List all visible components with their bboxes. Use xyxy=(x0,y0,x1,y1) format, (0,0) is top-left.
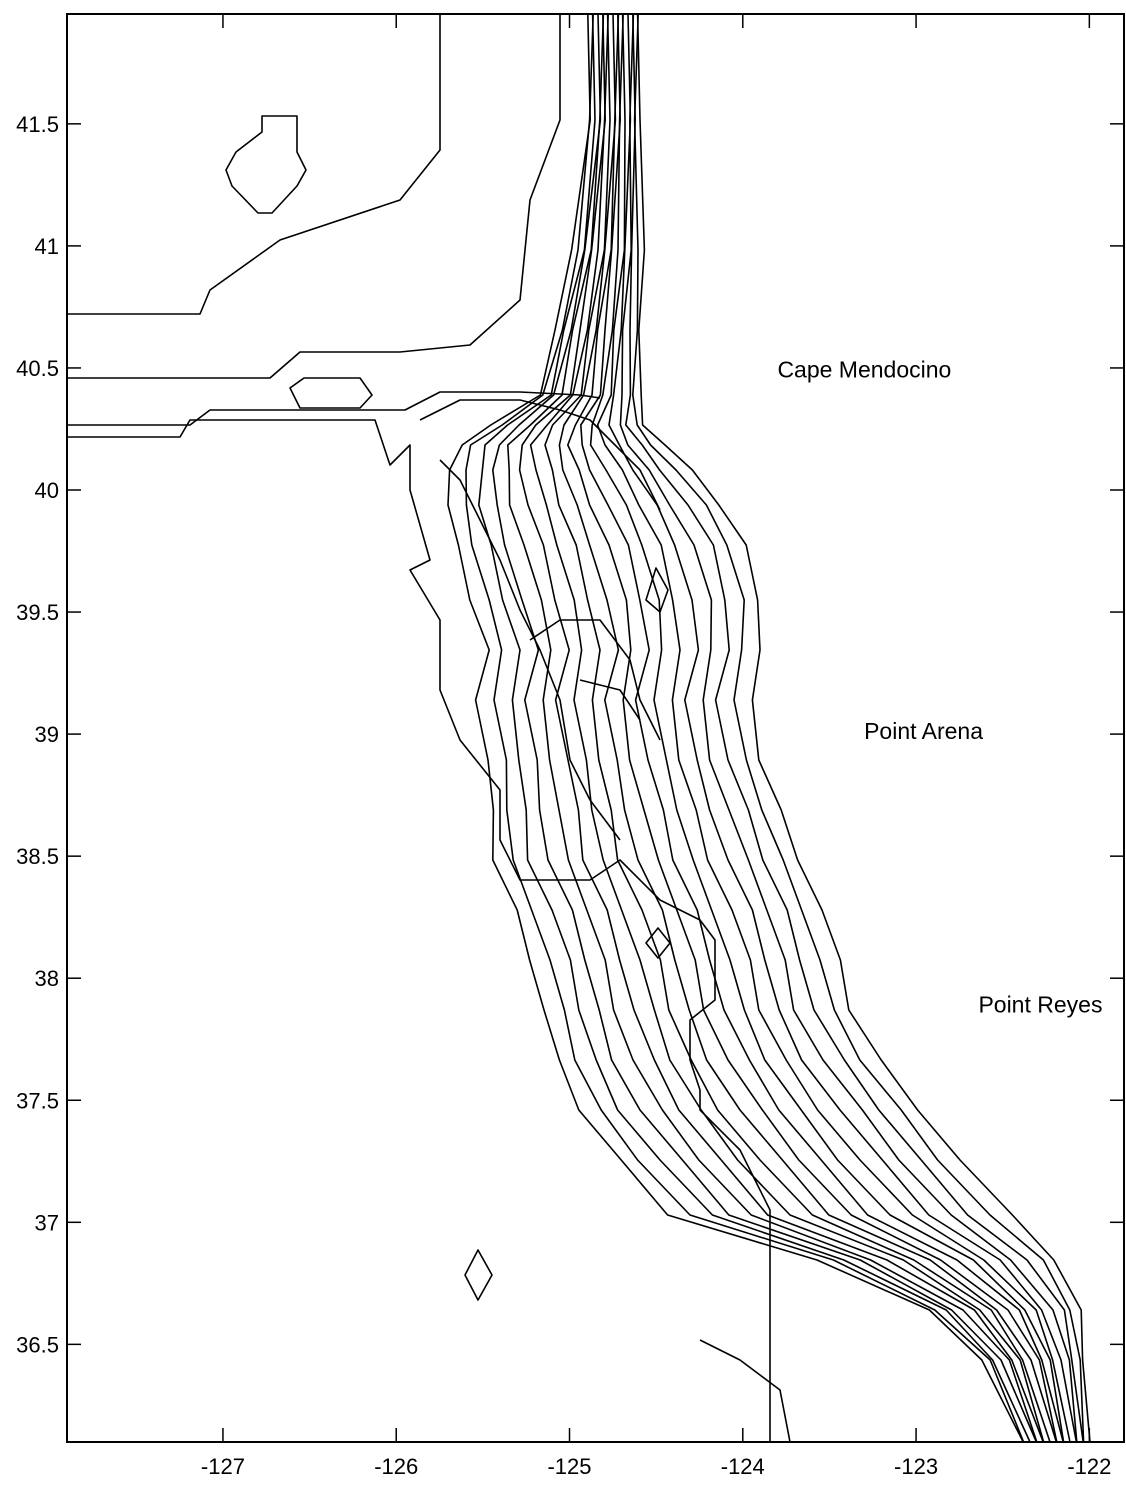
offshore-contour xyxy=(67,14,561,379)
depth-contour xyxy=(544,13,1051,1443)
depth-contour xyxy=(625,13,1084,1443)
offshore-contour xyxy=(699,1339,791,1443)
y-tick-label: 40 xyxy=(35,478,59,503)
depth-contour xyxy=(507,13,1038,1443)
depth-contour xyxy=(558,13,1058,1443)
offshore-contour xyxy=(67,391,601,426)
offshore-contour xyxy=(67,14,441,315)
x-tick-label: -122 xyxy=(1067,1454,1111,1479)
x-tick-label: -123 xyxy=(894,1454,938,1479)
seamount-contour-1 xyxy=(225,115,307,214)
depth-contour xyxy=(580,13,1064,1443)
y-tick-label: 37 xyxy=(35,1210,59,1235)
depth-contour xyxy=(529,13,1045,1443)
x-tick-label: -126 xyxy=(374,1454,418,1479)
depth-contour xyxy=(636,13,1091,1443)
ridge-contour xyxy=(289,377,373,409)
y-axis: 41.5 41 40.5 40 39.5 39 38.5 38 37.5 37 36.5 xyxy=(16,112,1124,1357)
y-tick-label: 38.5 xyxy=(16,844,59,869)
x-tick-label: -124 xyxy=(721,1454,765,1479)
x-tick-label: -125 xyxy=(547,1454,591,1479)
y-tick-label: 38 xyxy=(35,966,59,991)
y-tick-label: 39.5 xyxy=(16,600,59,625)
offshore-contour xyxy=(579,679,641,721)
depth-contour xyxy=(608,13,1078,1443)
place-labels: Cape Mendocino Point Arena Point Reyes xyxy=(777,357,1102,1018)
y-tick-label: 41.5 xyxy=(16,112,59,137)
seamount-contour-2 xyxy=(645,927,671,959)
offshore-contour xyxy=(439,459,621,841)
seamount-contour-3 xyxy=(464,1249,493,1301)
seamount-contour-4 xyxy=(645,567,669,613)
depth-contour xyxy=(632,13,1085,1443)
depth-contour xyxy=(567,13,1058,1443)
bathymetry-contours xyxy=(67,13,1091,1443)
offshore-contour xyxy=(529,619,661,741)
y-tick-label: 36.5 xyxy=(16,1332,59,1357)
x-axis: -127 -126 -125 -124 -123 -122 xyxy=(201,14,1111,1479)
y-tick-label: 37.5 xyxy=(16,1088,59,1113)
x-tick-label: -127 xyxy=(201,1454,245,1479)
depth-contour xyxy=(447,13,1024,1443)
place-label: Cape Mendocino xyxy=(777,357,951,383)
offshore-contour xyxy=(419,399,661,511)
y-tick-label: 40.5 xyxy=(16,356,59,381)
offshore-contour xyxy=(67,419,771,1442)
depth-contour xyxy=(596,13,1071,1443)
plot-frame xyxy=(66,13,1125,1443)
y-tick-label: 39 xyxy=(35,722,59,747)
isolated-contour-features xyxy=(225,115,671,1301)
y-tick-label: 41 xyxy=(35,234,59,259)
depth-contour xyxy=(619,13,1078,1443)
depth-contour xyxy=(478,13,1031,1443)
place-label: Point Arena xyxy=(864,718,983,744)
depth-contour xyxy=(518,13,1044,1443)
depth-contour xyxy=(589,13,1065,1443)
place-label: Point Reyes xyxy=(978,991,1102,1017)
depth-contour xyxy=(465,13,1025,1443)
